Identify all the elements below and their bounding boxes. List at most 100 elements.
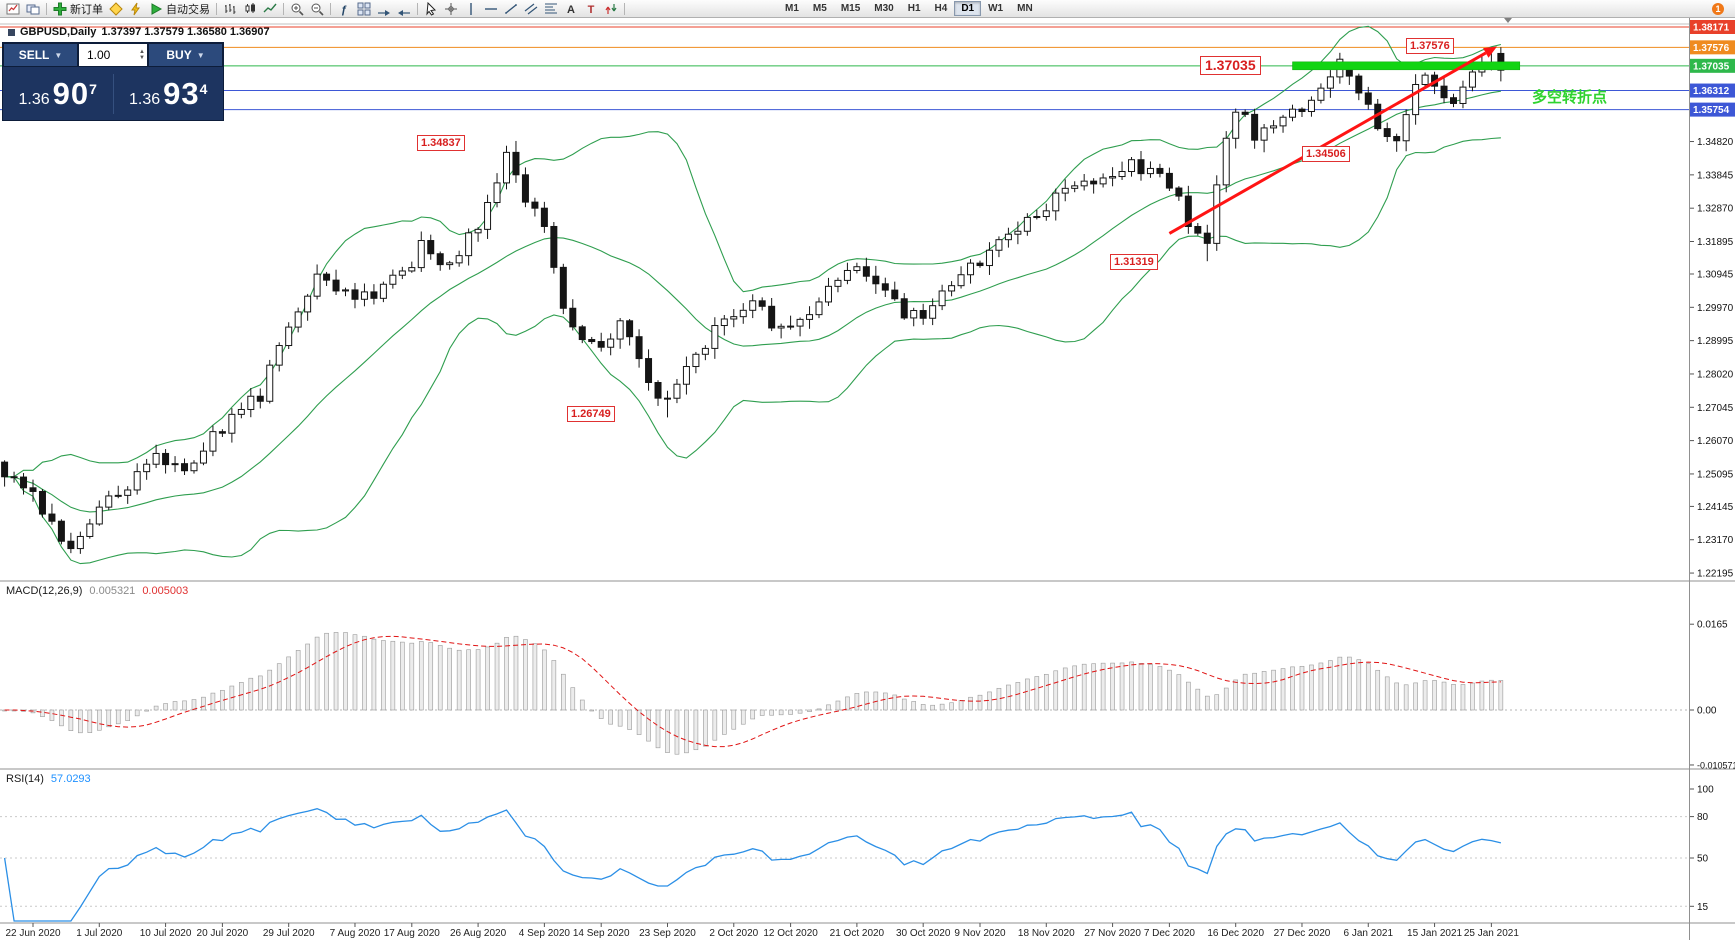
- svg-text:1.36312: 1.36312: [1693, 86, 1730, 97]
- timeframe-m1[interactable]: M1: [785, 3, 799, 14]
- svg-text:4 Sep 2020: 4 Sep 2020: [519, 928, 571, 939]
- svg-text:1.37035: 1.37035: [1693, 61, 1730, 72]
- notification-badge[interactable]: 1: [1712, 2, 1724, 15]
- price-annotation-label[interactable]: 1.34837: [417, 135, 465, 151]
- svg-text:0.00: 0.00: [1697, 706, 1717, 717]
- svg-text:1.24145: 1.24145: [1697, 502, 1734, 513]
- timeframe-mn[interactable]: MN: [1017, 3, 1033, 14]
- scripts-icon[interactable]: [106, 1, 126, 17]
- buy-button-label: BUY: [166, 48, 192, 62]
- svg-text:1.31895: 1.31895: [1697, 237, 1734, 248]
- timeframe-d1[interactable]: D1: [954, 1, 982, 16]
- text-label-icon[interactable]: T: [581, 1, 601, 17]
- scroll-position-marker: [1504, 18, 1512, 23]
- toolbar-separator: [624, 2, 625, 15]
- sell-button-label: SELL: [18, 48, 50, 62]
- buy-button[interactable]: BUY ▼: [148, 43, 223, 67]
- crosshair-icon[interactable]: [441, 1, 461, 17]
- vertical-line-icon[interactable]: [461, 1, 481, 17]
- timeframe-m15[interactable]: M15: [840, 3, 861, 14]
- profiles-icon[interactable]: [23, 1, 43, 17]
- auto-scroll-icon[interactable]: [374, 1, 394, 17]
- indicators-icon[interactable]: ƒ: [334, 1, 354, 17]
- toolbar: 新订单 自动交易 ƒ A T M1 M5 M15 M30 H1 H4 D1 W1 MN 1: [0, 0, 1735, 18]
- symbol-ohlc-values: 1.37397 1.37579 1.36580 1.36907: [101, 26, 270, 38]
- svg-text:30 Oct 2020: 30 Oct 2020: [896, 928, 951, 939]
- price-annotation-label[interactable]: 1.34506: [1302, 146, 1350, 162]
- line-chart-icon[interactable]: [260, 1, 280, 17]
- volume-spinner[interactable]: ▲ ▼: [139, 49, 145, 61]
- metaeditor-icon[interactable]: [126, 1, 146, 17]
- sell-price[interactable]: 1.36 90 7: [3, 76, 113, 112]
- toolbar-separator: [216, 2, 217, 15]
- zoom-in-icon[interactable]: [287, 1, 307, 17]
- rsi-label: RSI(14) 57.0293: [6, 773, 91, 785]
- svg-text:1.34820: 1.34820: [1697, 137, 1734, 148]
- timeframe-h1[interactable]: H1: [907, 3, 921, 14]
- text-icon[interactable]: A: [561, 1, 581, 17]
- svg-text:21 Oct 2020: 21 Oct 2020: [830, 928, 885, 939]
- price-annotation-label[interactable]: 1.37035: [1200, 56, 1261, 75]
- price-annotation-label[interactable]: 1.26749: [567, 406, 615, 422]
- svg-text:9 Nov 2020: 9 Nov 2020: [954, 928, 1006, 939]
- fibonacci-icon[interactable]: [541, 1, 561, 17]
- buy-price-pips: 93: [163, 75, 200, 111]
- timeframe-m30[interactable]: M30: [874, 3, 894, 14]
- svg-text:0.0165: 0.0165: [1697, 620, 1728, 631]
- bar-chart-icon[interactable]: [220, 1, 240, 17]
- svg-text:1.37576: 1.37576: [1693, 43, 1730, 54]
- new-order-button[interactable]: 新订单: [50, 1, 106, 17]
- timeframe-h4[interactable]: H4: [934, 3, 948, 14]
- timeframe-w1[interactable]: W1: [988, 3, 1004, 14]
- svg-text:25 Jan 2021: 25 Jan 2021: [1464, 928, 1519, 939]
- trendline[interactable]: [1168, 51, 1487, 235]
- chevron-down-icon: ▼: [196, 50, 205, 60]
- cursor-icon[interactable]: [421, 1, 441, 17]
- autotrading-button[interactable]: 自动交易: [146, 1, 213, 17]
- svg-text:1.33845: 1.33845: [1697, 170, 1734, 181]
- arrows-icon[interactable]: [601, 1, 621, 17]
- svg-text:15 Jan 2021: 15 Jan 2021: [1407, 928, 1462, 939]
- svg-text:7 Dec 2020: 7 Dec 2020: [1144, 928, 1196, 939]
- rsi-value: 57.0293: [50, 773, 91, 785]
- price-annotation-label[interactable]: 1.37576: [1406, 38, 1454, 54]
- chart-icon: [8, 28, 15, 36]
- time-axis[interactable]: 22 Jun 2020 1 Jul 2020 10 Jul 2020 20 Jul 2…: [5, 923, 1519, 939]
- resistance-zone-bar[interactable]: [1292, 61, 1521, 71]
- svg-text:2 Oct 2020: 2 Oct 2020: [709, 928, 758, 939]
- rsi-panel: [0, 808, 1689, 922]
- volume-input[interactable]: 1.00 ▲ ▼: [78, 43, 148, 67]
- trendline-icon[interactable]: [501, 1, 521, 17]
- zoom-out-icon[interactable]: [307, 1, 327, 17]
- price-axis[interactable]: 1.34820 1.33845 1.32870 1.31895 1.30945 1.299…: [1690, 20, 1735, 913]
- annotation-note[interactable]: 多空转折点: [1532, 89, 1608, 106]
- chart-shift-icon[interactable]: [394, 1, 414, 17]
- svg-text:23 Sep 2020: 23 Sep 2020: [639, 928, 696, 939]
- macd-value-main: 0.005321: [89, 585, 136, 597]
- tile-windows-icon[interactable]: [354, 1, 374, 17]
- one-click-trading-panel: SELL ▼ 1.00 ▲ ▼ BUY ▼ 1.36 90 7 1.36 93: [2, 42, 224, 121]
- new-chart-icon[interactable]: [3, 1, 23, 17]
- macd-panel: [0, 632, 1689, 755]
- candlestick-chart-icon[interactable]: [240, 1, 260, 17]
- svg-text:16 Dec 2020: 16 Dec 2020: [1207, 928, 1264, 939]
- buy-price[interactable]: 1.36 93 4: [114, 76, 224, 112]
- timeframe-group: M1 M5 M15 M30 H1 H4 D1 W1 MN: [778, 1, 1040, 16]
- volume-value: 1.00: [87, 48, 111, 62]
- timeframe-m5[interactable]: M5: [812, 3, 827, 14]
- price-annotation-label[interactable]: 1.31319: [1110, 254, 1158, 270]
- macd-name: MACD(12,26,9): [6, 585, 83, 597]
- svg-text:1.29970: 1.29970: [1697, 303, 1734, 314]
- svg-text:100: 100: [1697, 785, 1714, 796]
- drawn-objects[interactable]: [1168, 46, 1521, 235]
- svg-text:1.28020: 1.28020: [1697, 369, 1734, 380]
- new-order-button-label: 新订单: [70, 3, 103, 16]
- equidistant-channel-icon[interactable]: [521, 1, 541, 17]
- svg-text:1.22195: 1.22195: [1697, 569, 1734, 580]
- horizontal-line-icon[interactable]: [481, 1, 501, 17]
- sell-button[interactable]: SELL ▼: [3, 43, 78, 67]
- rsi-name: RSI(14): [6, 773, 44, 785]
- svg-text:-0.010571: -0.010571: [1697, 760, 1735, 770]
- chevron-down-icon: ▼: [54, 50, 63, 60]
